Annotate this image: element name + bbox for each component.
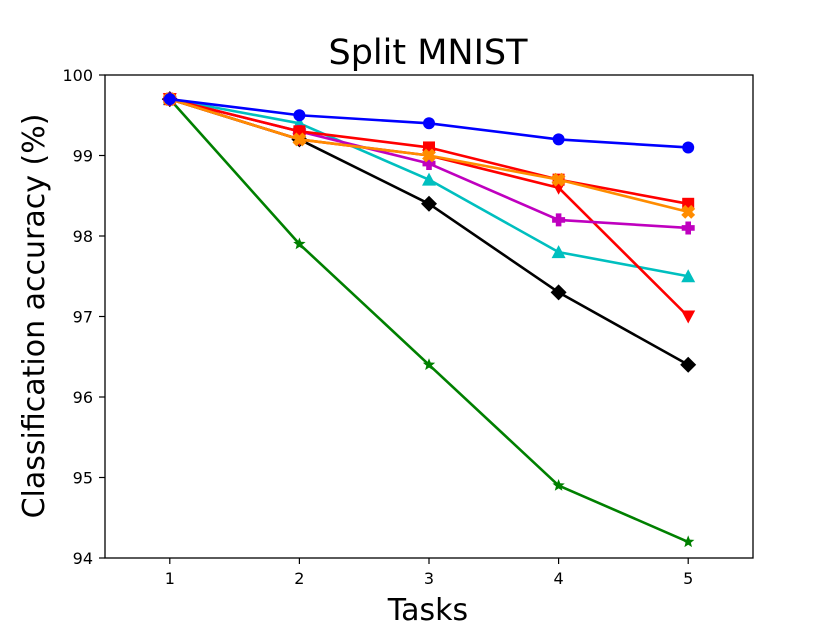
data-point bbox=[681, 221, 695, 235]
data-point bbox=[681, 310, 696, 324]
y-tick-label: 95 bbox=[73, 469, 93, 488]
data-point bbox=[422, 358, 436, 371]
series-7 bbox=[163, 93, 695, 154]
y-tick-label: 100 bbox=[62, 66, 93, 85]
y-tick-label: 97 bbox=[73, 308, 93, 327]
series-line bbox=[169, 97, 689, 366]
x-tick-label: 5 bbox=[683, 569, 693, 588]
y-tick-label: 96 bbox=[73, 388, 93, 407]
x-tick-label: 1 bbox=[165, 569, 175, 588]
data-point bbox=[421, 195, 437, 212]
data-point bbox=[422, 157, 436, 171]
x-tick-label: 4 bbox=[554, 569, 564, 588]
data-point bbox=[680, 356, 697, 373]
chart-title: Split MNIST bbox=[328, 33, 528, 73]
data-point bbox=[550, 284, 567, 301]
data-point bbox=[551, 172, 566, 187]
x-axis-label: Tasks bbox=[387, 593, 468, 628]
y-tick-label: 98 bbox=[73, 227, 93, 246]
y-tick-label: 99 bbox=[73, 147, 93, 166]
data-point bbox=[681, 204, 696, 219]
data-point bbox=[292, 132, 307, 147]
plot-frame bbox=[104, 74, 754, 559]
series-1 bbox=[161, 91, 697, 373]
axis-ticks: 1 2 3 4 5 94 95 96 97 98 99 100 bbox=[62, 66, 693, 588]
data-point bbox=[682, 535, 695, 548]
data-point bbox=[422, 172, 436, 186]
data-point bbox=[552, 479, 565, 491]
data-point bbox=[551, 245, 566, 259]
data-point bbox=[552, 133, 565, 146]
data-point bbox=[682, 141, 695, 154]
y-tick-label: 94 bbox=[73, 549, 93, 568]
data-point bbox=[163, 93, 176, 106]
x-tick-label: 2 bbox=[294, 569, 304, 588]
series-2 bbox=[162, 92, 696, 283]
data-point bbox=[681, 269, 696, 283]
series-layer bbox=[161, 91, 697, 548]
data-point bbox=[423, 117, 435, 130]
data-point bbox=[552, 213, 566, 227]
y-axis-label: Classification accuracy (%) bbox=[17, 114, 52, 519]
data-point bbox=[293, 109, 306, 122]
series-6 bbox=[162, 92, 696, 219]
x-tick-label: 3 bbox=[424, 569, 434, 588]
data-point bbox=[422, 148, 436, 163]
data-point bbox=[293, 237, 306, 250]
